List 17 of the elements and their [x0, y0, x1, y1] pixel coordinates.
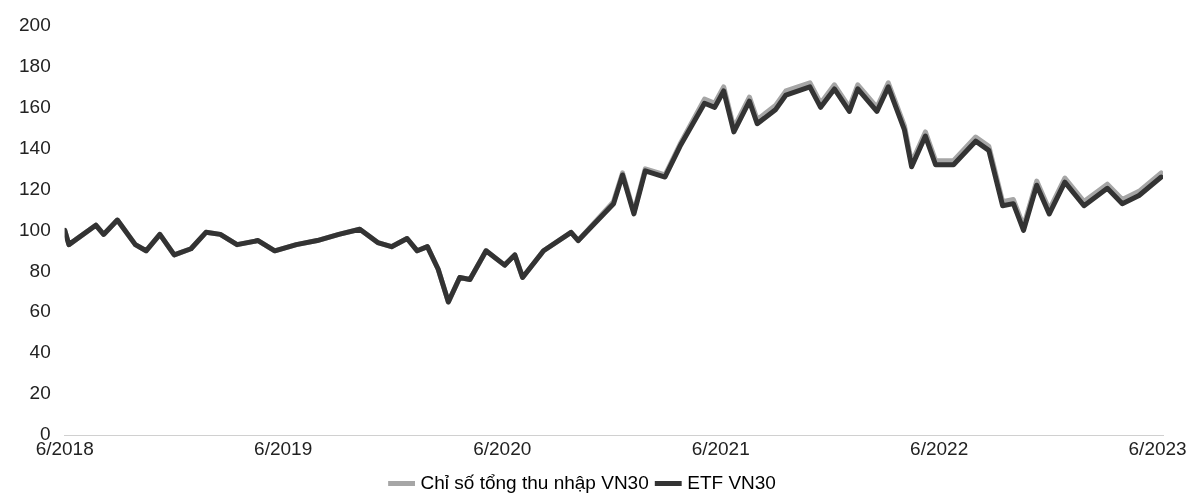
x-tick-label: 6/2019	[254, 437, 313, 459]
x-tick-label: 6/2020	[473, 437, 532, 459]
y-tick-label: 200	[19, 13, 51, 35]
x-tick-label: 6/2021	[691, 437, 750, 459]
y-tick-label: 160	[19, 95, 51, 117]
legend-label: Chỉ số tổng thu nhập VN30	[420, 471, 649, 493]
y-tick-label: 180	[19, 54, 51, 76]
y-tick-label: 20	[29, 382, 51, 404]
y-tick-label: 60	[29, 300, 51, 322]
y-tick-label: 100	[19, 218, 51, 240]
y-tick-label: 80	[29, 259, 51, 281]
legend-label: ETF VN30	[687, 471, 776, 493]
x-tick-label: 6/2022	[910, 437, 969, 459]
y-tick-label: 140	[19, 136, 51, 158]
x-tick-label: 6/2023	[1128, 437, 1187, 459]
y-tick-label: 40	[29, 341, 51, 363]
y-tick-label: 120	[19, 177, 51, 199]
